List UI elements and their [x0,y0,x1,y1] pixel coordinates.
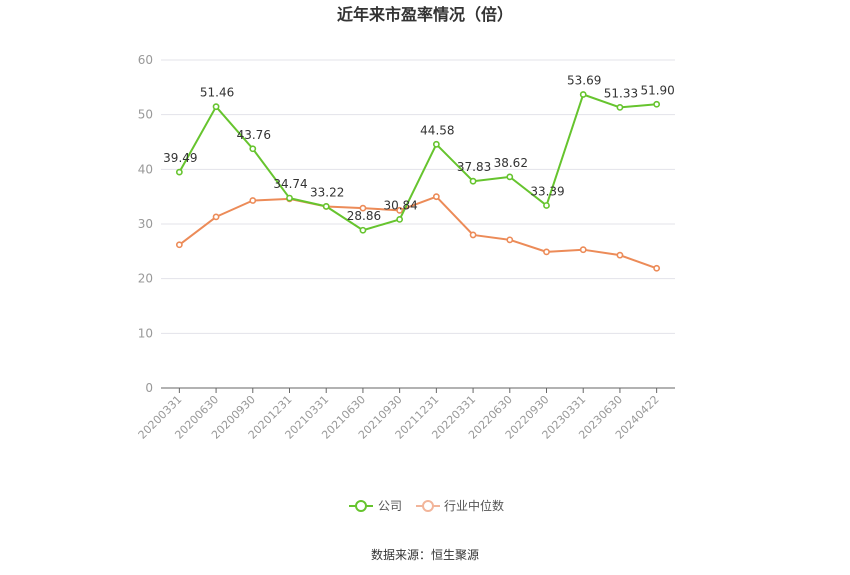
legend-item-company[interactable]: 公司 [349,499,402,513]
data-point [653,264,661,272]
data-point [506,173,514,181]
data-point [469,231,477,239]
legend-marker [355,500,367,512]
data-point [212,103,220,111]
data-point [175,241,183,249]
data-point [286,194,293,202]
data-point [616,251,624,259]
y-tick-label: 50 [138,108,153,122]
data-point [432,140,440,148]
y-tick-label: 30 [138,217,153,231]
y-axis: 0 10 20 30 40 50 60 [138,53,153,395]
data-point [175,168,183,176]
legend-label: 公司 [378,499,402,513]
data-point [653,100,661,108]
data-point [543,248,550,256]
data-point [359,204,367,212]
data-label: 39.49 [163,151,197,165]
data-label: 33.39 [530,184,564,198]
data-label: 44.58 [420,123,454,137]
x-axis: 2020033120200630202009302020123120210331… [136,387,675,442]
data-label: 34.74 [273,177,307,191]
grid-lines [161,59,675,334]
data-label: 33.22 [310,185,344,199]
legend: 公司 行业中位数 [349,498,504,513]
data-point [616,103,624,111]
data-label: 53.69 [567,73,601,87]
data-point [579,91,587,98]
data-point [322,202,330,210]
y-tick-label: 10 [138,326,153,340]
legend-marker [422,500,434,512]
legend-label: 行业中位数 [444,498,504,513]
source-note: 数据来源：恒生聚源 [371,547,479,562]
data-point [543,202,550,209]
data-point [249,197,257,204]
data-point [396,216,404,223]
y-tick-label: 0 [145,381,153,395]
data-point [579,246,587,254]
series-line [178,93,657,232]
data-point [469,177,477,185]
data-point [359,226,367,234]
y-tick-label: 60 [138,53,153,67]
data-label: 51.33 [604,86,638,100]
data-point [396,206,404,214]
data-point [506,236,514,244]
series-line [178,195,657,270]
data-label: 28.86 [347,209,381,223]
y-tick-label: 20 [138,272,153,286]
chart-title: 近年来市盈率情况（倍） [337,5,513,24]
data-point [212,213,220,221]
data-label: 30.84 [383,198,417,212]
data-point [432,193,440,201]
y-tick-label: 40 [138,162,153,176]
data-label: 37.83 [457,160,491,174]
data-label: 38.62 [494,156,528,170]
data-label: 43.76 [237,128,271,142]
legend-item-industry-median[interactable]: 行业中位数 [416,498,504,513]
data-label: 51.90 [640,83,674,97]
series-industry-median [175,193,661,272]
data-label: 51.46 [200,86,234,100]
data-point [249,145,257,153]
